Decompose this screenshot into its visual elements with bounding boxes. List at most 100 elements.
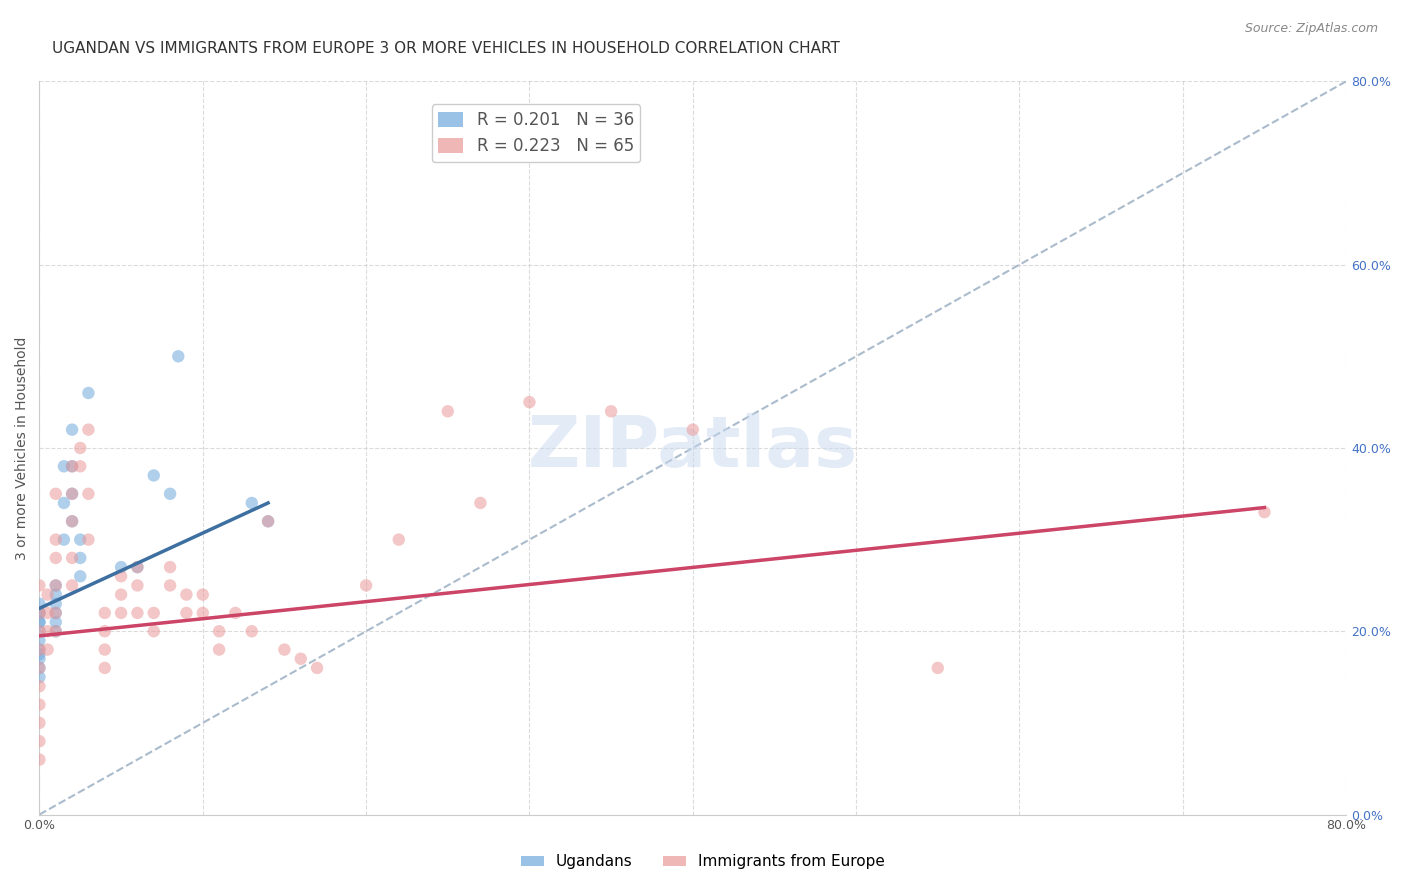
Point [94,661,117,675]
Point [45,588,67,602]
Point [94,642,117,657]
Point [28,624,51,639]
Point [28,606,51,620]
Point [519,395,541,409]
Point [28,698,51,712]
Point [224,606,246,620]
Point [77,487,100,501]
Point [28,578,51,592]
Point [257,514,280,528]
Point [142,624,165,639]
Point [60,514,83,528]
Point [60,487,83,501]
Point [69,459,91,474]
Point [28,715,51,730]
Point [37,642,59,657]
Point [28,615,51,629]
Point [77,423,100,437]
Point [682,423,704,437]
Point [45,624,67,639]
Point [191,606,214,620]
Point [388,533,411,547]
Point [77,533,100,547]
Point [176,606,198,620]
Point [60,514,83,528]
Point [60,550,83,565]
Point [45,487,67,501]
Point [110,588,132,602]
Text: Source: ZipAtlas.com: Source: ZipAtlas.com [1244,22,1378,36]
Point [927,661,949,675]
Point [52,459,75,474]
Point [60,578,83,592]
Point [470,496,492,510]
Point [37,606,59,620]
Point [273,642,295,657]
Text: ZIPatlas: ZIPatlas [527,414,858,483]
Point [28,679,51,693]
Point [142,606,165,620]
Point [257,514,280,528]
Point [176,588,198,602]
Point [28,753,51,767]
Point [354,578,377,592]
Legend: R = 0.201   N = 36, R = 0.223   N = 65: R = 0.201 N = 36, R = 0.223 N = 65 [432,104,640,162]
Point [110,606,132,620]
Point [110,560,132,574]
Point [208,624,231,639]
Point [45,578,67,592]
Point [240,496,263,510]
Point [60,459,83,474]
Point [45,578,67,592]
Point [127,606,149,620]
Point [159,487,181,501]
Point [28,633,51,648]
Point [52,533,75,547]
Point [28,606,51,620]
Point [28,642,51,657]
Point [69,569,91,583]
Point [28,652,51,666]
Point [208,642,231,657]
Point [94,606,117,620]
Point [37,588,59,602]
Point [45,606,67,620]
Point [436,404,458,418]
Y-axis label: 3 or more Vehicles in Household: 3 or more Vehicles in Household [15,336,30,559]
Point [69,441,91,455]
Text: UGANDAN VS IMMIGRANTS FROM EUROPE 3 OR MORE VEHICLES IN HOUSEHOLD CORRELATION CH: UGANDAN VS IMMIGRANTS FROM EUROPE 3 OR M… [52,41,841,56]
Point [28,606,51,620]
Point [159,560,181,574]
Point [142,468,165,483]
Point [45,550,67,565]
Point [127,578,149,592]
Point [159,578,181,592]
Point [60,487,83,501]
Point [240,624,263,639]
Point [307,661,329,675]
Point [60,459,83,474]
Point [28,642,51,657]
Point [69,550,91,565]
Point [1253,505,1275,519]
Point [69,533,91,547]
Point [127,560,149,574]
Point [28,661,51,675]
Point [45,624,67,639]
Point [28,670,51,684]
Point [60,423,83,437]
Point [28,647,51,661]
Point [110,569,132,583]
Point [77,386,100,401]
Point [167,349,190,363]
Point [45,597,67,611]
Point [28,661,51,675]
Point [28,597,51,611]
Point [28,615,51,629]
Point [191,588,214,602]
Point [52,496,75,510]
Point [290,652,312,666]
Point [600,404,623,418]
Point [45,615,67,629]
Legend: Ugandans, Immigrants from Europe: Ugandans, Immigrants from Europe [515,848,891,875]
